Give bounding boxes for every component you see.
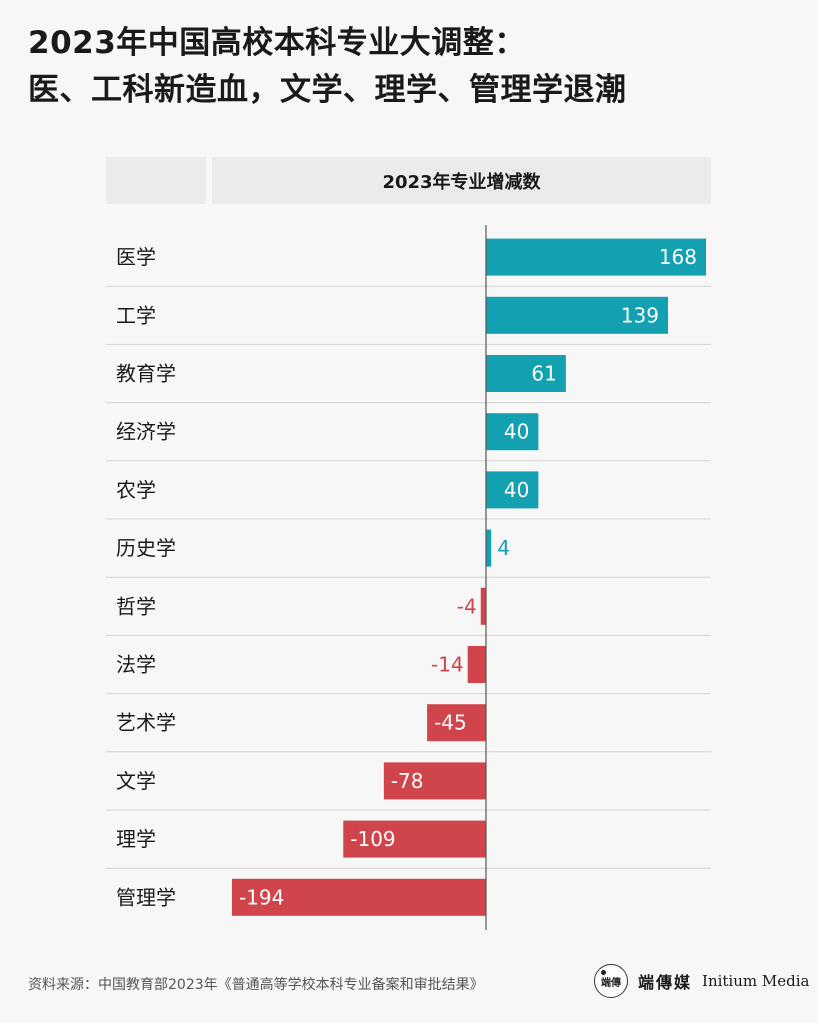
value-label: 4: [497, 536, 510, 560]
bar-chart: 医学 168 工学 139 教育学 61 经济学 40 农学 40 历史学 4 哲学 -4 法学 -14 艺术学…: [106, 225, 711, 930]
value-label: -14: [431, 653, 464, 677]
value-label: -4: [457, 594, 477, 618]
logo-mark-icon: 端傳: [594, 964, 628, 998]
bar: [480, 587, 486, 625]
value-label: -45: [434, 711, 467, 735]
category-label: 农学: [116, 478, 156, 502]
category-label: 教育学: [116, 362, 176, 386]
category-label: 艺术学: [116, 711, 176, 735]
value-label: 139: [621, 303, 659, 327]
bar: [383, 762, 486, 800]
bar: [467, 646, 486, 683]
logo-cn: 端傳媒: [638, 973, 693, 992]
category-label: 历史学: [116, 536, 176, 560]
logo-en: Initium Media: [702, 972, 810, 990]
category-label: 医学: [116, 245, 156, 269]
bar: [343, 820, 486, 858]
category-label: 文学: [116, 769, 156, 793]
title-line-1: 2023年中国高校本科专业大调整：: [28, 25, 526, 61]
chart-subtitle: 2023年专业增减数: [382, 171, 541, 193]
source-note: 资料来源：中国教育部2023年《普通高等学校本科专业备案和审批结果》: [28, 977, 484, 993]
header-category-cell: [106, 157, 206, 204]
bar: [486, 238, 706, 276]
logo-mark-text: 端傳: [601, 977, 621, 989]
category-label: 理学: [116, 827, 156, 851]
value-label: -194: [239, 885, 284, 909]
value-label: 61: [531, 362, 556, 386]
value-label: -109: [350, 827, 395, 851]
bar: [486, 413, 539, 451]
chart-header: 2023年专业增减数: [212, 157, 711, 204]
bar: [486, 355, 566, 392]
value-label: 40: [504, 420, 529, 444]
value-label: 40: [504, 478, 529, 502]
title-line-2: 医、工科新造血，文学、理学、管理学退潮: [28, 72, 627, 108]
bar: [486, 529, 492, 567]
bar: [486, 471, 539, 509]
category-label: 管理学: [116, 885, 176, 909]
category-label: 哲学: [116, 594, 156, 618]
category-label: 工学: [116, 303, 156, 327]
value-label: -78: [391, 769, 424, 793]
bar: [231, 878, 486, 916]
initium-logo: 端傳 端傳媒 Initium Media: [594, 963, 809, 999]
category-label: 法学: [116, 653, 156, 677]
category-label: 经济学: [116, 420, 176, 444]
bar: [486, 296, 669, 334]
value-label: 168: [659, 245, 697, 269]
bar: [427, 704, 486, 742]
chart-title: 2023年中国高校本科专业大调整： 医、工科新造血，文学、理学、管理学退潮: [28, 20, 798, 114]
